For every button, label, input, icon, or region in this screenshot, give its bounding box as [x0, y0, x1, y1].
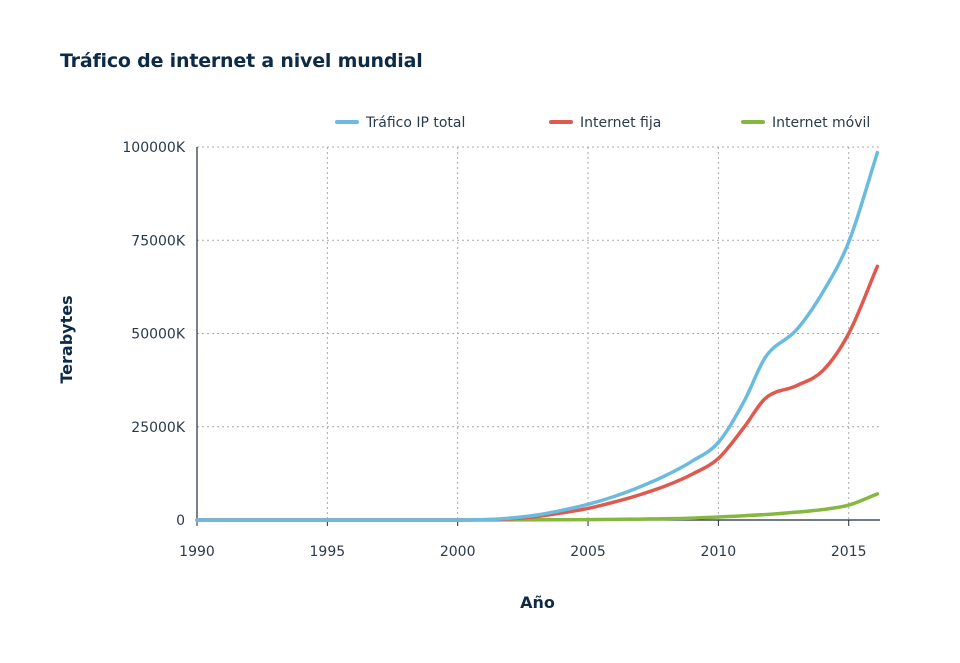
series-line-trafico-ip-total: [195, 150, 880, 522]
y-tick-label: 75000K: [131, 233, 186, 249]
series-line-internet-fija: [195, 264, 880, 522]
y-tick-label: 0: [176, 513, 185, 529]
legend-label-internet-movil: Internet móvil: [772, 115, 870, 131]
y-tick-label: 25000K: [131, 420, 186, 436]
x-tick-label: 1995: [310, 544, 346, 560]
x-tick-label: 2015: [831, 544, 867, 560]
y-tick-label: 50000K: [131, 327, 186, 343]
legend-label-internet-fija: Internet fija: [580, 115, 661, 131]
chart-title: Tráfico de internet a nivel mundial: [60, 50, 423, 72]
x-axis-title: Año: [520, 593, 555, 612]
x-tick-label: 2010: [701, 544, 737, 560]
x-tick-label: 2005: [570, 544, 606, 560]
y-axis-title: Terabytes: [57, 295, 76, 383]
legend-label-trafico-ip-total: Tráfico IP total: [365, 115, 465, 131]
x-tick-label: 1990: [179, 544, 215, 560]
x-tick-label: 2000: [440, 544, 476, 560]
y-tick-label: 100000K: [122, 140, 185, 156]
